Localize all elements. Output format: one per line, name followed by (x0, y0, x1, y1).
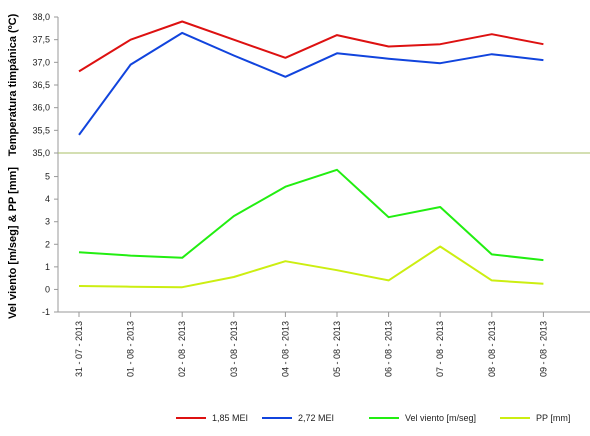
y-axis-title-temperature: Temperatura timpánica (ºC) (7, 13, 19, 156)
y-tick-label: 1 (45, 262, 50, 272)
x-tick-label: 07 - 08 - 2013 (435, 321, 445, 377)
x-tick-label: 02 - 08 - 2013 (177, 321, 187, 377)
y-tick-label: 5 (45, 172, 50, 182)
series-line-pp-mm (78, 245, 544, 289)
y-tick-label: 36,5 (32, 80, 50, 90)
y-tick-label: -1 (42, 307, 50, 317)
x-tick-label: 05 - 08 - 2013 (332, 321, 342, 377)
x-tick-label: 31 - 07 - 2013 (74, 321, 84, 377)
y-tick-label: 38,0 (32, 12, 50, 22)
y-tick-label: 37,0 (32, 57, 50, 67)
y-tick-label: 37,5 (32, 35, 50, 45)
series-line-vel-viento-m-seg (78, 168, 544, 262)
x-tick-label: 08 - 08 - 2013 (487, 321, 497, 377)
y-tick-label: 36,0 (32, 103, 50, 113)
x-tick-label: 09 - 08 - 2013 (538, 321, 548, 377)
x-tick-label: 01 - 08 - 2013 (126, 321, 136, 377)
y-tick-label: 3 (45, 217, 50, 227)
x-tick-label: 03 - 08 - 2013 (229, 321, 239, 377)
series-line-1-85-mei (78, 20, 544, 73)
series-line-2-72-mei (78, 31, 544, 136)
legend-label: 1,85 MEI (212, 413, 248, 423)
legend-label: 2,72 MEI (298, 413, 334, 423)
y-tick-label: 35,0 (32, 148, 50, 158)
x-tick-label: 04 - 08 - 2013 (280, 321, 290, 377)
y-tick-label: 35,5 (32, 125, 50, 135)
legend-label: PP [mm] (536, 413, 570, 423)
y-tick-label: 4 (45, 194, 50, 204)
y-tick-label: 0 (45, 284, 50, 294)
x-tick-label: 06 - 08 - 2013 (384, 321, 394, 377)
y-axis-title-wind-rain: Vel viento [m/seg] & PP [mm] (7, 167, 19, 319)
y-tick-label: 2 (45, 239, 50, 249)
legend-label: Vel viento [m/seg] (405, 413, 476, 423)
